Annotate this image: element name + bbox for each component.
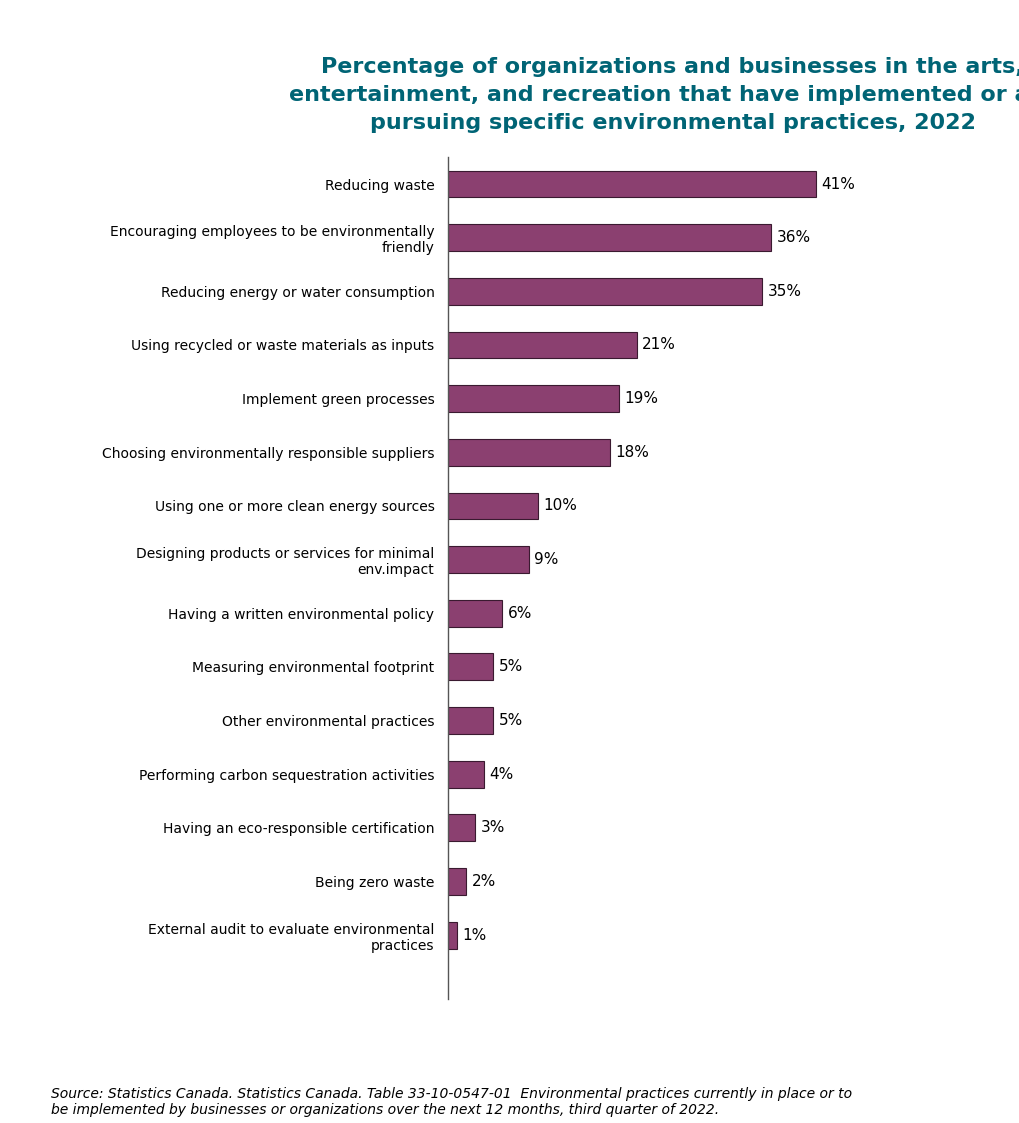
Text: Source: Statistics Canada. Statistics Canada. Table 33-10-0547-01  Environmental: Source: Statistics Canada. Statistics Ca… — [51, 1087, 852, 1117]
Text: 19%: 19% — [624, 391, 658, 407]
Text: 6%: 6% — [507, 605, 532, 621]
Bar — [448, 439, 609, 466]
Text: 35%: 35% — [767, 284, 802, 299]
Text: 2%: 2% — [472, 874, 496, 889]
Bar — [448, 277, 762, 304]
Bar — [448, 171, 816, 198]
Text: 21%: 21% — [642, 338, 676, 353]
Bar — [448, 331, 637, 358]
Bar — [448, 493, 538, 519]
Text: 5%: 5% — [498, 659, 523, 675]
Bar — [448, 385, 619, 412]
Title: Percentage of organizations and businesses in the arts,
entertainment, and recre: Percentage of organizations and business… — [289, 57, 1019, 134]
Text: 4%: 4% — [489, 767, 514, 782]
Text: 3%: 3% — [481, 820, 505, 836]
Text: 41%: 41% — [821, 176, 855, 192]
Bar — [448, 600, 502, 627]
Text: 10%: 10% — [543, 499, 578, 513]
Bar — [448, 546, 529, 573]
Bar — [448, 707, 493, 734]
Bar — [448, 654, 493, 681]
Bar — [448, 814, 475, 841]
Text: 36%: 36% — [776, 230, 811, 245]
Bar — [448, 922, 458, 949]
Text: 9%: 9% — [534, 553, 558, 567]
Bar — [448, 225, 771, 252]
Bar — [448, 868, 467, 895]
Text: 1%: 1% — [463, 928, 487, 942]
Text: 5%: 5% — [498, 713, 523, 728]
Text: 18%: 18% — [615, 445, 649, 459]
Bar — [448, 760, 484, 787]
